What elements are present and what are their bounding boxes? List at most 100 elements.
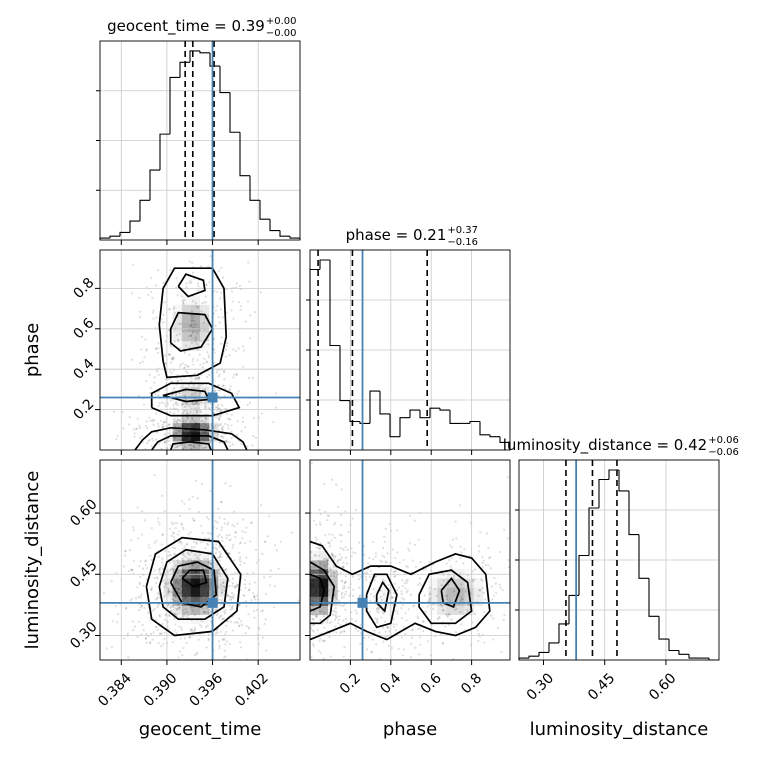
sample-point-phase|luminosity_distance-310	[382, 612, 385, 615]
sample-point-phase|luminosity_distance-536	[333, 576, 336, 579]
sample-point-geocent_time|luminosity_distance-531	[261, 609, 264, 612]
sample-point-geocent_time|luminosity_distance-648	[147, 611, 150, 614]
sample-point-phase|luminosity_distance-816	[381, 626, 384, 630]
hist-bin-geocent_time-6	[159, 133, 170, 171]
sample-point-geocent_time|phase-462	[222, 384, 225, 387]
sample-point-geocent_time|luminosity_distance-821	[173, 552, 176, 555]
sample-point-geocent_time|phase-208	[249, 337, 252, 340]
sample-point-phase|luminosity_distance-354	[323, 611, 326, 614]
sample-point-geocent_time|luminosity_distance-871	[181, 589, 184, 592]
sample-point-geocent_time|phase-139	[209, 255, 212, 258]
contours-geocent_time|phase	[134, 267, 248, 450]
hist-frame-phase	[309, 249, 511, 451]
sample-point-geocent_time|phase-687	[191, 393, 194, 396]
sample-point-phase|luminosity_distance-137	[396, 612, 399, 615]
sample-point-phase|luminosity_distance-486	[304, 488, 306, 490]
sample-point-geocent_time|luminosity_distance-739	[191, 609, 194, 612]
sample-point-geocent_time|phase-118	[228, 389, 231, 392]
sample-point-geocent_time|luminosity_distance-608	[229, 484, 232, 488]
sample-point-phase|luminosity_distance-478	[441, 605, 444, 608]
sample-point-geocent_time|luminosity_distance-55	[222, 637, 226, 640]
sample-point-phase|luminosity_distance-28	[501, 589, 504, 592]
sample-point-geocent_time|luminosity_distance-726	[188, 635, 191, 639]
sample-point-geocent_time|luminosity_distance-637	[174, 580, 177, 583]
hist-bin-luminosity_distance-13	[648, 578, 659, 617]
sample-point-geocent_time|luminosity_distance-453	[216, 631, 219, 634]
sample-point-phase|luminosity_distance-825	[378, 676, 380, 678]
hist-bin-geocent_time-4	[139, 199, 150, 222]
sample-point-geocent_time|luminosity_distance-796	[170, 609, 173, 613]
sample-point-phase|luminosity_distance-742	[393, 625, 396, 629]
sample-point-geocent_time|luminosity_distance-792	[131, 620, 134, 623]
sample-point-geocent_time|luminosity_distance-21	[164, 549, 167, 552]
sample-point-phase|luminosity_distance-490	[384, 630, 387, 633]
sample-point-phase|luminosity_distance-606	[463, 547, 466, 551]
sample-point-geocent_time|phase-50	[249, 314, 252, 317]
sample-point-geocent_time|phase-2	[154, 284, 157, 287]
sample-point-geocent_time|phase-872	[162, 421, 165, 424]
sample-point-geocent_time|phase-372	[225, 412, 229, 415]
density-cell-phase|luminosity_distance-361	[455, 569, 465, 579]
sample-point-geocent_time|luminosity_distance-299	[253, 609, 256, 613]
sample-point-geocent_time|luminosity_distance-404	[181, 523, 184, 526]
sample-point-phase|luminosity_distance-817	[332, 554, 335, 557]
sample-point-geocent_time|luminosity_distance-493	[219, 586, 222, 589]
density-cell-phase|luminosity_distance-49	[328, 605, 338, 615]
sample-point-geocent_time|luminosity_distance-414	[131, 629, 135, 632]
sample-point-geocent_time|phase-429	[147, 439, 150, 442]
density-cell-phase|luminosity_distance-183	[382, 587, 393, 597]
sample-point-geocent_time|luminosity_distance-580	[171, 531, 174, 534]
sample-point-phase|luminosity_distance-182	[341, 587, 345, 590]
sample-point-geocent_time|phase-280	[222, 436, 225, 439]
sample-point-geocent_time|phase-675	[206, 375, 209, 379]
sample-point-geocent_time|phase-617	[204, 404, 207, 407]
sample-point-geocent_time|luminosity_distance-49	[218, 559, 222, 562]
density-cell-phase|luminosity_distance-292	[428, 596, 438, 606]
sample-point-geocent_time|luminosity_distance-214	[185, 597, 188, 600]
density-cell-geocent_time|luminosity_distance-293	[218, 587, 228, 597]
density-cell-geocent_time|phase-236	[190, 295, 201, 305]
sample-point-geocent_time|luminosity_distance-143	[207, 537, 211, 540]
sample-point-geocent_time|luminosity_distance-456	[187, 588, 190, 592]
sample-point-geocent_time|luminosity_distance-270	[182, 570, 185, 573]
sample-point-phase|luminosity_distance-73	[422, 619, 425, 623]
sample-point-phase|luminosity_distance-712	[525, 604, 527, 606]
sample-point-phase|luminosity_distance-179	[278, 572, 280, 574]
sample-point-geocent_time|luminosity_distance-200	[182, 597, 186, 600]
sample-point-geocent_time|phase-148	[216, 290, 219, 293]
sample-point-geocent_time|luminosity_distance-283	[178, 608, 181, 611]
sample-point-geocent_time|luminosity_distance-840	[143, 606, 146, 610]
sample-point-geocent_time|luminosity_distance-79	[168, 554, 171, 557]
sample-point-geocent_time|luminosity_distance-625	[245, 666, 247, 668]
sample-point-phase|luminosity_distance-366	[290, 545, 292, 547]
sample-point-geocent_time|phase-122	[197, 384, 200, 387]
sample-point-geocent_time|phase-32	[171, 356, 174, 359]
density-cell-geocent_time|phase-203	[181, 395, 192, 405]
sample-point-geocent_time|phase-388	[194, 377, 197, 380]
sample-point-phase|luminosity_distance-852	[401, 654, 405, 657]
sample-point-geocent_time|phase-337	[179, 468, 181, 470]
sample-point-geocent_time|phase-82	[191, 261, 194, 265]
sample-point-phase|luminosity_distance-774	[301, 568, 303, 570]
sample-point-phase|luminosity_distance-258	[350, 555, 353, 558]
sample-point-phase|luminosity_distance-560	[340, 630, 343, 633]
sample-point-geocent_time|luminosity_distance-12	[234, 531, 238, 534]
sample-point-geocent_time|phase-643	[136, 427, 139, 430]
x-tick-label-phase-0: 0.2	[337, 670, 364, 697]
sample-point-phase|luminosity_distance-491	[314, 536, 317, 539]
sample-point-phase|luminosity_distance-404	[368, 556, 371, 559]
sample-point-phase|luminosity_distance-636	[326, 618, 329, 621]
density-cell-phase|luminosity_distance-11	[310, 550, 320, 561]
sample-point-phase|luminosity_distance-571	[383, 579, 386, 583]
sample-point-phase|luminosity_distance-591	[341, 547, 344, 550]
contours-phase|luminosity_distance	[310, 540, 491, 641]
sample-point-geocent_time|luminosity_distance-470	[194, 628, 197, 631]
sample-point-geocent_time|luminosity_distance-454	[205, 596, 208, 599]
sample-point-phase|luminosity_distance-359	[315, 615, 318, 618]
sample-point-geocent_time|luminosity_distance-649	[201, 482, 204, 486]
sample-point-phase|luminosity_distance-766	[350, 547, 353, 550]
sample-point-geocent_time|phase-640	[220, 291, 223, 294]
sample-point-geocent_time|phase-21	[190, 443, 193, 446]
sample-point-phase|luminosity_distance-894	[308, 686, 310, 688]
sample-point-phase|luminosity_distance-604	[368, 636, 371, 639]
